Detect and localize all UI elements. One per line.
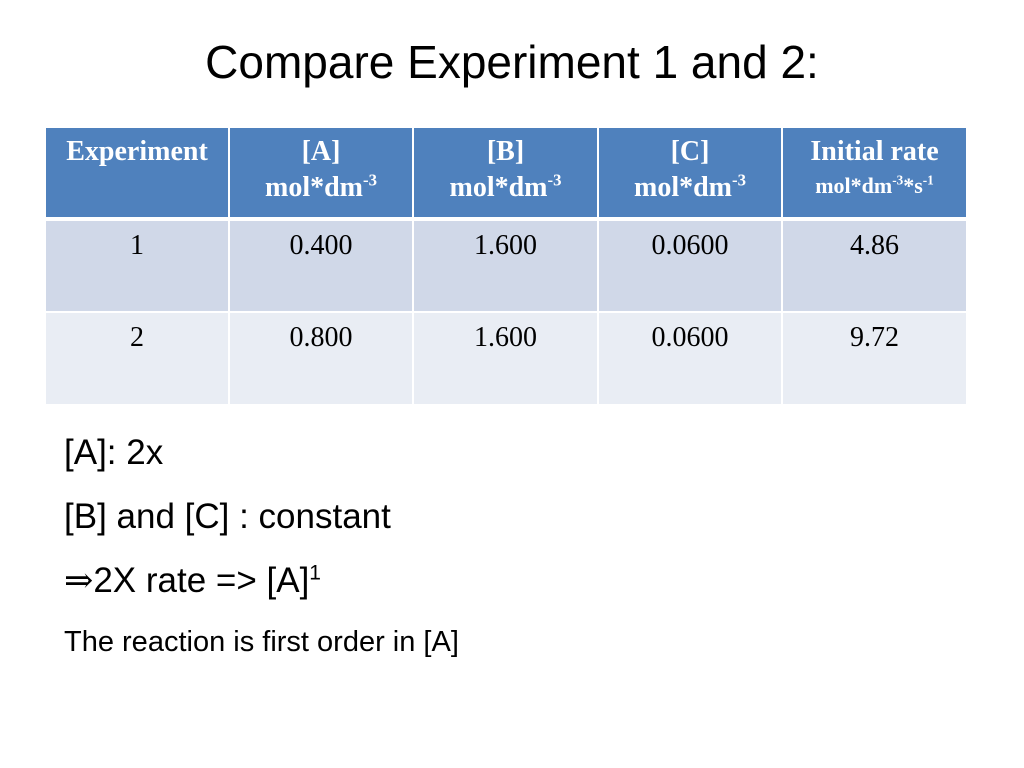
implies-arrow-icon: ⇒ bbox=[64, 561, 94, 601]
table-row: 1 0.400 1.600 0.0600 4.86 bbox=[44, 218, 968, 313]
header-concentration-a: [A] mol*dm-3 bbox=[228, 126, 414, 221]
cell-initial-rate: 4.86 bbox=[781, 218, 968, 313]
header-label: Experiment bbox=[66, 136, 208, 167]
header-concentration-c: [C] mol*dm-3 bbox=[597, 126, 783, 221]
note-text: 2X rate => [A] bbox=[93, 561, 310, 600]
header-unit: mol*dm-3 bbox=[265, 170, 377, 203]
header-initial-rate: Initial rate mol*dm-3*s-1 bbox=[781, 126, 968, 221]
cell-a: 0.800 bbox=[228, 311, 414, 406]
cell-experiment: 2 bbox=[44, 311, 230, 406]
header-label: [B] bbox=[486, 136, 525, 167]
header-label: Initial rate bbox=[810, 136, 939, 167]
header-experiment: Experiment bbox=[44, 126, 230, 221]
slide-title: Compare Experiment 1 and 2: bbox=[205, 36, 819, 88]
header-unit: mol*dm-3*s-1 bbox=[815, 172, 934, 198]
rate-data-table: Experiment [A] mol*dm-3 [B] mol*dm-3 [C]… bbox=[44, 126, 968, 406]
header-concentration-b: [B] mol*dm-3 bbox=[412, 126, 599, 221]
notes-list: [A]: 2x [B] and [C] : constant ⇒2X rate … bbox=[64, 428, 964, 670]
cell-b: 1.600 bbox=[412, 218, 599, 313]
note-rate-doubles: ⇒2X rate => [A]1 bbox=[64, 556, 964, 620]
header-unit: mol*dm-3 bbox=[449, 170, 562, 203]
header-label: [A] bbox=[301, 136, 341, 167]
cell-experiment: 1 bbox=[44, 218, 230, 313]
header-unit: mol*dm-3 bbox=[634, 170, 746, 203]
cell-b: 1.600 bbox=[412, 311, 599, 406]
note-conclusion: The reaction is first order in [A] bbox=[64, 626, 459, 658]
cell-c: 0.0600 bbox=[597, 218, 783, 313]
note-a-doubled: [A]: 2x bbox=[64, 433, 164, 472]
note-exponent: 1 bbox=[309, 561, 321, 585]
cell-c: 0.0600 bbox=[597, 311, 783, 406]
note-b-c-constant: [B] and [C] : constant bbox=[64, 497, 391, 536]
table-header-row: Experiment [A] mol*dm-3 [B] mol*dm-3 [C]… bbox=[44, 126, 968, 221]
cell-initial-rate: 9.72 bbox=[781, 311, 968, 406]
cell-a: 0.400 bbox=[228, 218, 414, 313]
table-row: 2 0.800 1.600 0.0600 9.72 bbox=[44, 311, 968, 406]
header-label: [C] bbox=[670, 136, 710, 167]
